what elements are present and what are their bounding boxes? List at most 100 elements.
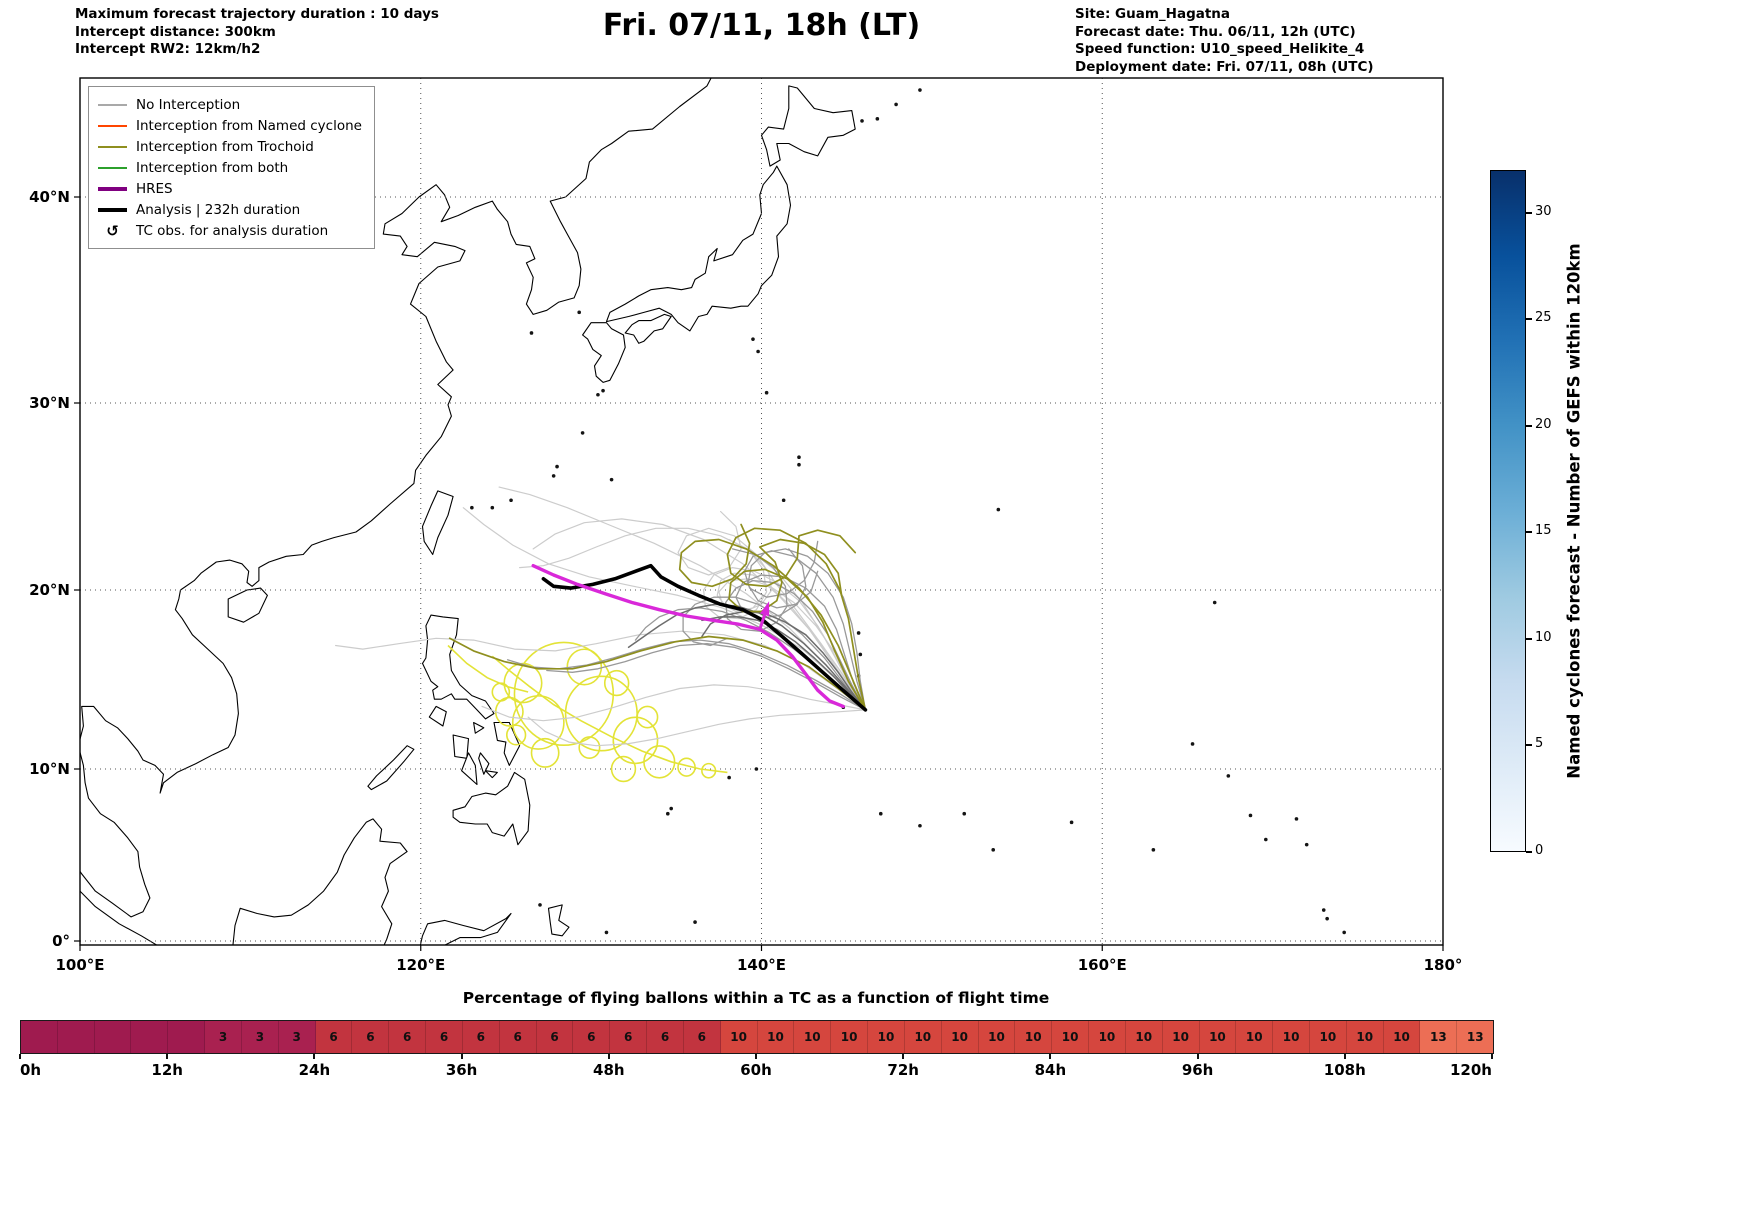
- strip-axis-tick: [607, 1054, 610, 1059]
- strip-cell: 10: [941, 1021, 979, 1053]
- strip-cell: 10: [978, 1021, 1016, 1053]
- strip-cell: 10: [1199, 1021, 1237, 1053]
- coastline-hainan: [227, 587, 268, 623]
- colorbar-tick-label: 5: [1535, 736, 1544, 752]
- island-dot: [1151, 848, 1156, 852]
- colorbar: [1490, 170, 1526, 852]
- trochoid-path: [447, 644, 529, 693]
- island-dot: [1304, 842, 1309, 847]
- coastline-kyushu: [582, 322, 626, 383]
- legend-item-2: Interception from Trochoid: [98, 136, 362, 157]
- y-tick-label: 20°N: [29, 581, 70, 599]
- island-dot: [693, 920, 697, 924]
- coastline-shikoku: [624, 313, 672, 344]
- strip-time-label: 108h: [1323, 1061, 1366, 1079]
- strip-cell: [131, 1021, 169, 1053]
- island-dot: [797, 462, 801, 467]
- x-tick-label: 120°E: [396, 956, 445, 974]
- strip-axis-tick: [1049, 1054, 1052, 1059]
- ensemble-track: [701, 610, 867, 711]
- map-contents: [80, 78, 1443, 945]
- island-dot: [604, 930, 609, 935]
- max-duration-text: Maximum forecast trajectory duration : 1…: [75, 6, 439, 22]
- coastline-halmahera: [547, 904, 570, 937]
- ensemble-track: [701, 616, 867, 711]
- island-dot: [555, 464, 559, 469]
- legend-item-6: ↺ TC obs. for analysis duration: [98, 220, 362, 241]
- colorbar-tick: [1526, 318, 1532, 321]
- strip-cell: 6: [610, 1021, 648, 1053]
- legend-item-0: No Interception: [98, 94, 362, 115]
- island-dot: [727, 775, 731, 780]
- strip-time-label: 24h: [298, 1061, 331, 1079]
- strip-axis-tick: [166, 1054, 169, 1059]
- island-dot: [601, 388, 605, 393]
- coastline-negros: [461, 752, 478, 786]
- colorbar-tick: [1526, 637, 1532, 640]
- island-dot: [551, 474, 556, 478]
- legend-label: Analysis | 232h duration: [136, 201, 301, 218]
- ensemble-track: [519, 527, 866, 711]
- strip-cell: 10: [1015, 1021, 1053, 1053]
- y-tick-label: 30°N: [29, 394, 70, 412]
- island-dot: [918, 88, 922, 92]
- strip-cell: [21, 1021, 58, 1053]
- ensemble-track: [678, 523, 867, 711]
- strip-cell: 6: [426, 1021, 463, 1053]
- strip-title: Percentage of flying ballons within a TC…: [462, 989, 1050, 1007]
- trochoid-circle: [494, 696, 524, 727]
- legend-label: Interception from Trochoid: [136, 138, 314, 155]
- deployment-date-text: Deployment date: Fri. 07/11, 08h (UTC): [1075, 58, 1374, 75]
- colorbar-label: Named cyclones forecast - Number of GEFS…: [1564, 243, 1584, 779]
- colorbar-tick: [1526, 424, 1532, 427]
- island-dot: [490, 505, 495, 510]
- strip-time-label: 12h: [151, 1061, 183, 1079]
- island-dot: [1264, 837, 1268, 842]
- strip-cell: 10: [1052, 1021, 1090, 1053]
- strip-cell: 10: [831, 1021, 869, 1053]
- coastline-palawan: [367, 745, 415, 791]
- ensemble-track: [677, 510, 866, 711]
- coastlines: [80, 78, 856, 945]
- legend-line-sample: [98, 186, 127, 191]
- legend-line-sample: [98, 166, 127, 169]
- trochoid-circle: [530, 737, 560, 768]
- strip-time-label: 60h: [740, 1061, 772, 1079]
- ensemble-track: [448, 635, 867, 711]
- strip-chart: 3 3 3 6 6 6 6 6 6 6 6 6 6 6 10 10 10 10 10 10 10 10 10 10 10 10 10…: [20, 1020, 1494, 1054]
- island-dot: [751, 337, 755, 341]
- x-tick-label: 180°: [1424, 956, 1463, 974]
- strip-cell: 6: [315, 1021, 353, 1053]
- strip-cell: 10: [1125, 1021, 1163, 1053]
- colorbar-tick-label: 15: [1535, 523, 1552, 539]
- y-tick-label: 0°: [52, 932, 70, 950]
- trochoid-circle: [612, 716, 659, 765]
- strip-cell: 10: [720, 1021, 758, 1053]
- strip-axis-tick: [1343, 1054, 1346, 1059]
- tc-obs-icon: ↺: [106, 221, 119, 240]
- strip-cell: 3: [205, 1021, 242, 1053]
- strip-axis-tick: [19, 1054, 21, 1059]
- trochoid-circle: [505, 724, 527, 746]
- coastline-borneo: [232, 818, 408, 945]
- coastline-masbate: [473, 721, 485, 734]
- strip-cell: 6: [462, 1021, 500, 1053]
- legend-line-sample: [98, 207, 127, 212]
- legend-line-sample: [98, 124, 127, 127]
- ensemble-tracks: [335, 486, 867, 747]
- island-dot: [858, 652, 863, 657]
- coastline-bohol: [484, 770, 498, 779]
- legend-label: No Interception: [136, 96, 241, 113]
- strip-cell: 6: [389, 1021, 427, 1053]
- ensemble-track: [498, 486, 866, 711]
- colorbar-tick-label: 10: [1535, 629, 1552, 645]
- colorbar-tick-label: 20: [1535, 416, 1552, 432]
- strip-cell: 10: [1273, 1021, 1310, 1053]
- trochoid-circle: [610, 755, 637, 783]
- strip-cell: 10: [1162, 1021, 1200, 1053]
- ensemble-track: [532, 518, 866, 711]
- trochoid-circle: [578, 736, 601, 759]
- strip-cell: 6: [647, 1021, 684, 1053]
